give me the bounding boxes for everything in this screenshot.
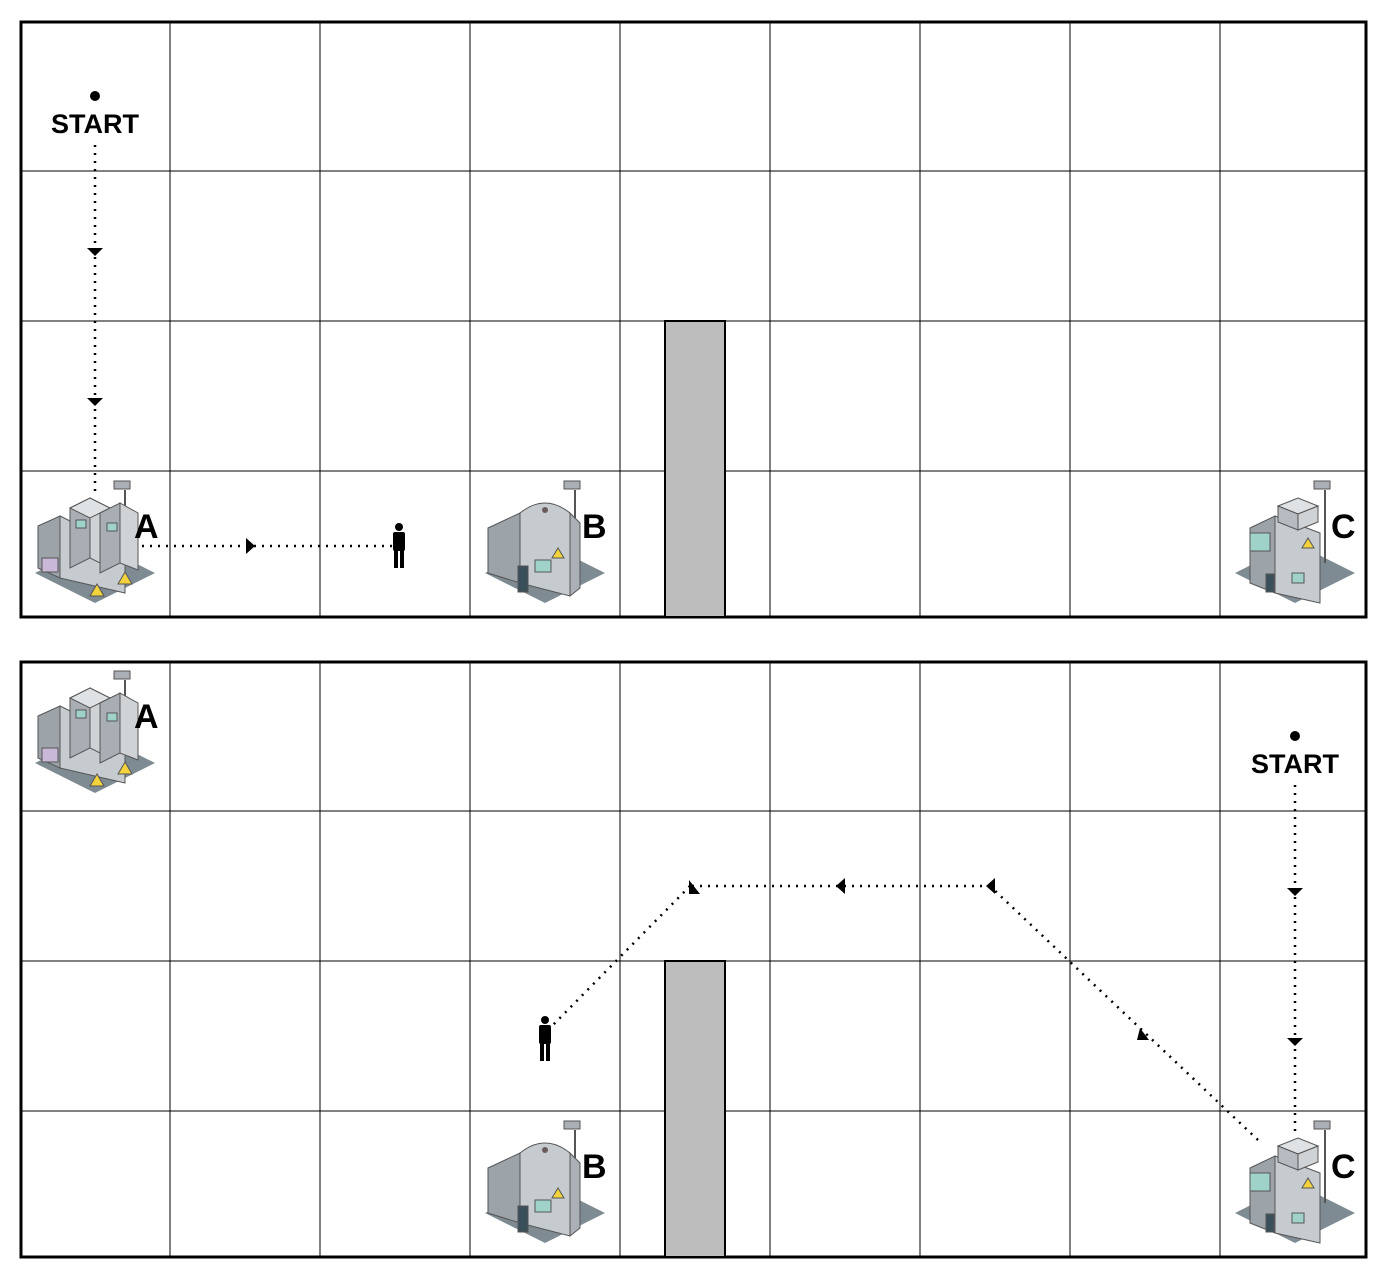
machine-a-icon <box>35 670 155 793</box>
wall <box>664 320 726 618</box>
machine-c-label: C <box>1331 1148 1356 1186</box>
grid <box>21 22 1366 617</box>
start-label: START <box>51 109 139 139</box>
machine-b-label: B <box>582 508 607 546</box>
path-arrows <box>689 878 1303 1188</box>
machine-b-label: B <box>582 1148 607 1186</box>
machine-c-icon <box>1235 480 1355 604</box>
machine-a-label: A <box>134 508 159 546</box>
machine-a-icon <box>35 480 155 603</box>
machine-b-icon <box>485 1120 605 1243</box>
wall <box>664 960 726 1258</box>
machine-b-icon <box>485 480 605 603</box>
machine-a-label: A <box>134 698 159 736</box>
person-icon <box>393 523 405 568</box>
machine-c-label: C <box>1331 508 1356 546</box>
robot-path <box>93 145 395 548</box>
panel-1: START A <box>19 20 1368 619</box>
person-icon <box>539 1016 551 1061</box>
start-marker: START <box>51 91 139 139</box>
start-label: START <box>1251 749 1339 779</box>
machine-c-icon <box>1235 1120 1355 1244</box>
start-marker: START <box>1251 731 1339 779</box>
panel-2: START A <box>19 660 1368 1259</box>
robot-path <box>552 785 1297 1141</box>
